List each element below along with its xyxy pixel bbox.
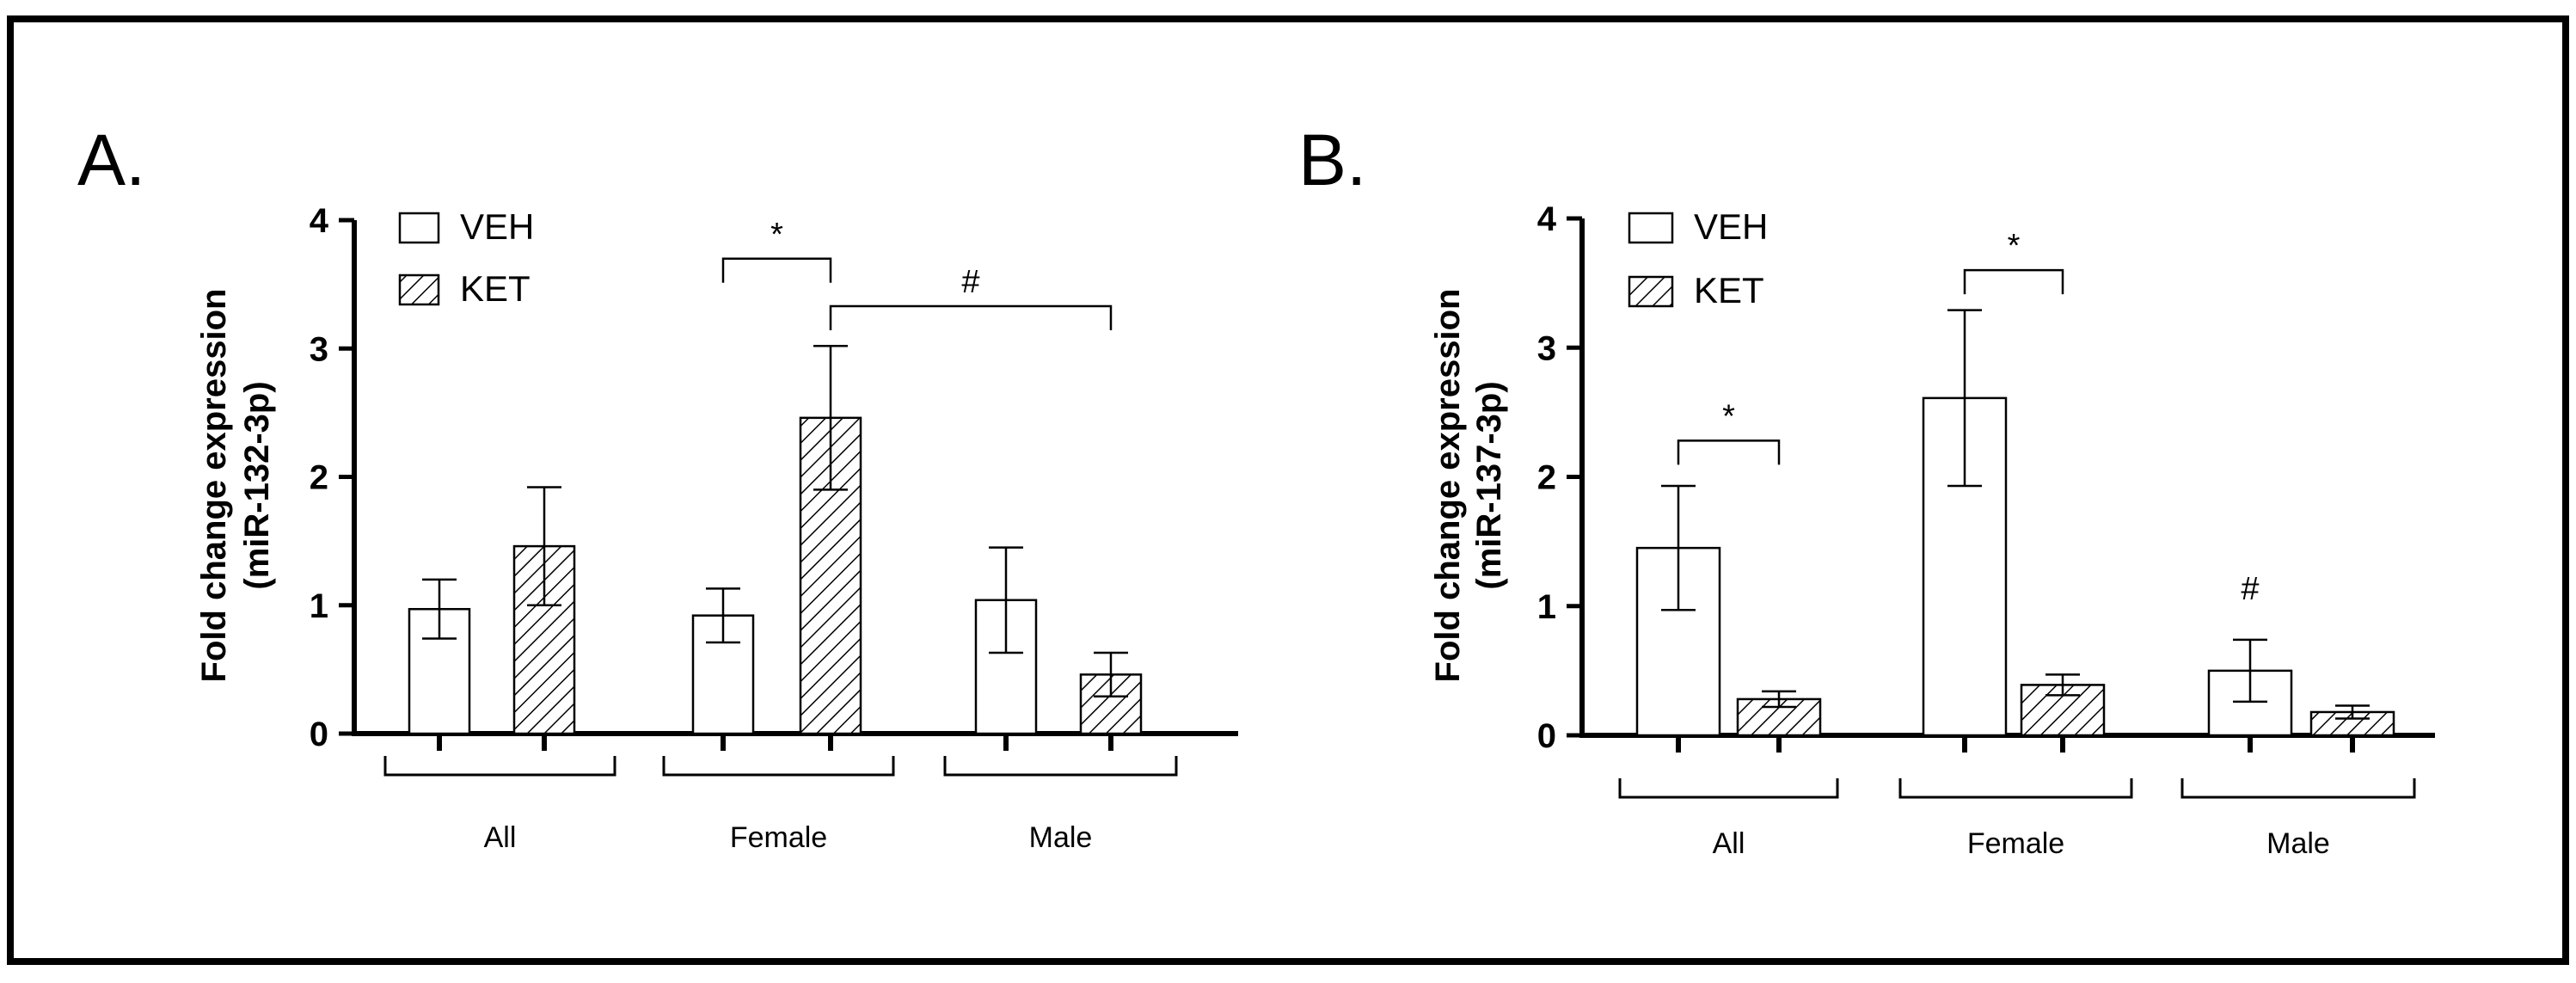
y-axis-label-units: (miR-137-3p) [1470,381,1508,589]
legend-label-veh: VEH [1694,206,1768,247]
chart-panel-b: B. Fold change expression (miR-137-3p) 0 1 2 3… [1298,120,2435,860]
y-tick-label: 1 [1537,588,1556,626]
y-tick-label: 2 [310,459,328,497]
legend-label-veh: VEH [460,206,534,247]
legend-label-ket: KET [460,268,531,309]
group-bracket [662,756,895,777]
y-tick-label: 4 [310,202,329,240]
y-tick-label: 4 [1537,200,1557,238]
panels: A.Fold change expression (miR-132-3p)0123… [77,120,2435,860]
legend-label-ket: KET [1694,270,1764,310]
group-label-female: Female [730,821,827,854]
legend-swatch-veh [398,212,440,244]
significance-bracket [829,304,1113,330]
group-bracket [1898,778,2133,799]
significance-label: * [770,217,783,253]
panel-label: B. [1298,120,1366,200]
panel-label: A. [77,120,145,200]
group-bracket [2180,778,2416,799]
y-axis-label-units: (miR-132-3p) [238,381,276,589]
figure-border [7,15,2569,965]
legend-swatch-ket [1628,275,1674,308]
legend-swatch-ket [398,273,440,306]
group-bracket [383,756,616,777]
chart-panel-a: A. Fold change expression (miR-132-3p) 0 1 2 3… [77,120,1238,854]
y-tick-label: 3 [1537,329,1556,367]
significance-bracket [721,257,832,283]
y-tick-label: 2 [1537,459,1556,497]
group-label-male: Male [2266,827,2330,860]
group-label-all: All [1713,827,1745,860]
group-bracket [943,756,1178,777]
y-tick-label: 0 [1537,717,1556,755]
significance-label: # [2241,571,2259,607]
significance-label: * [2008,228,2021,264]
y-tick-label: 3 [310,330,328,368]
group-label-all: All [484,821,517,854]
group-bracket [1618,778,1839,799]
y-axis-label: Fold change expression [195,289,233,683]
y-tick-label: 1 [310,587,328,625]
significance-bracket [1963,268,2064,295]
significance-label: # [961,264,979,300]
significance-bracket [1677,439,1781,465]
group-label-female: Female [1967,827,2064,860]
significance-label: * [1722,398,1735,434]
group-label-male: Male [1029,821,1093,854]
legend-swatch-veh [1628,212,1674,244]
y-axis-label: Fold change expression [1429,289,1467,683]
y-tick-label: 0 [310,716,328,753]
